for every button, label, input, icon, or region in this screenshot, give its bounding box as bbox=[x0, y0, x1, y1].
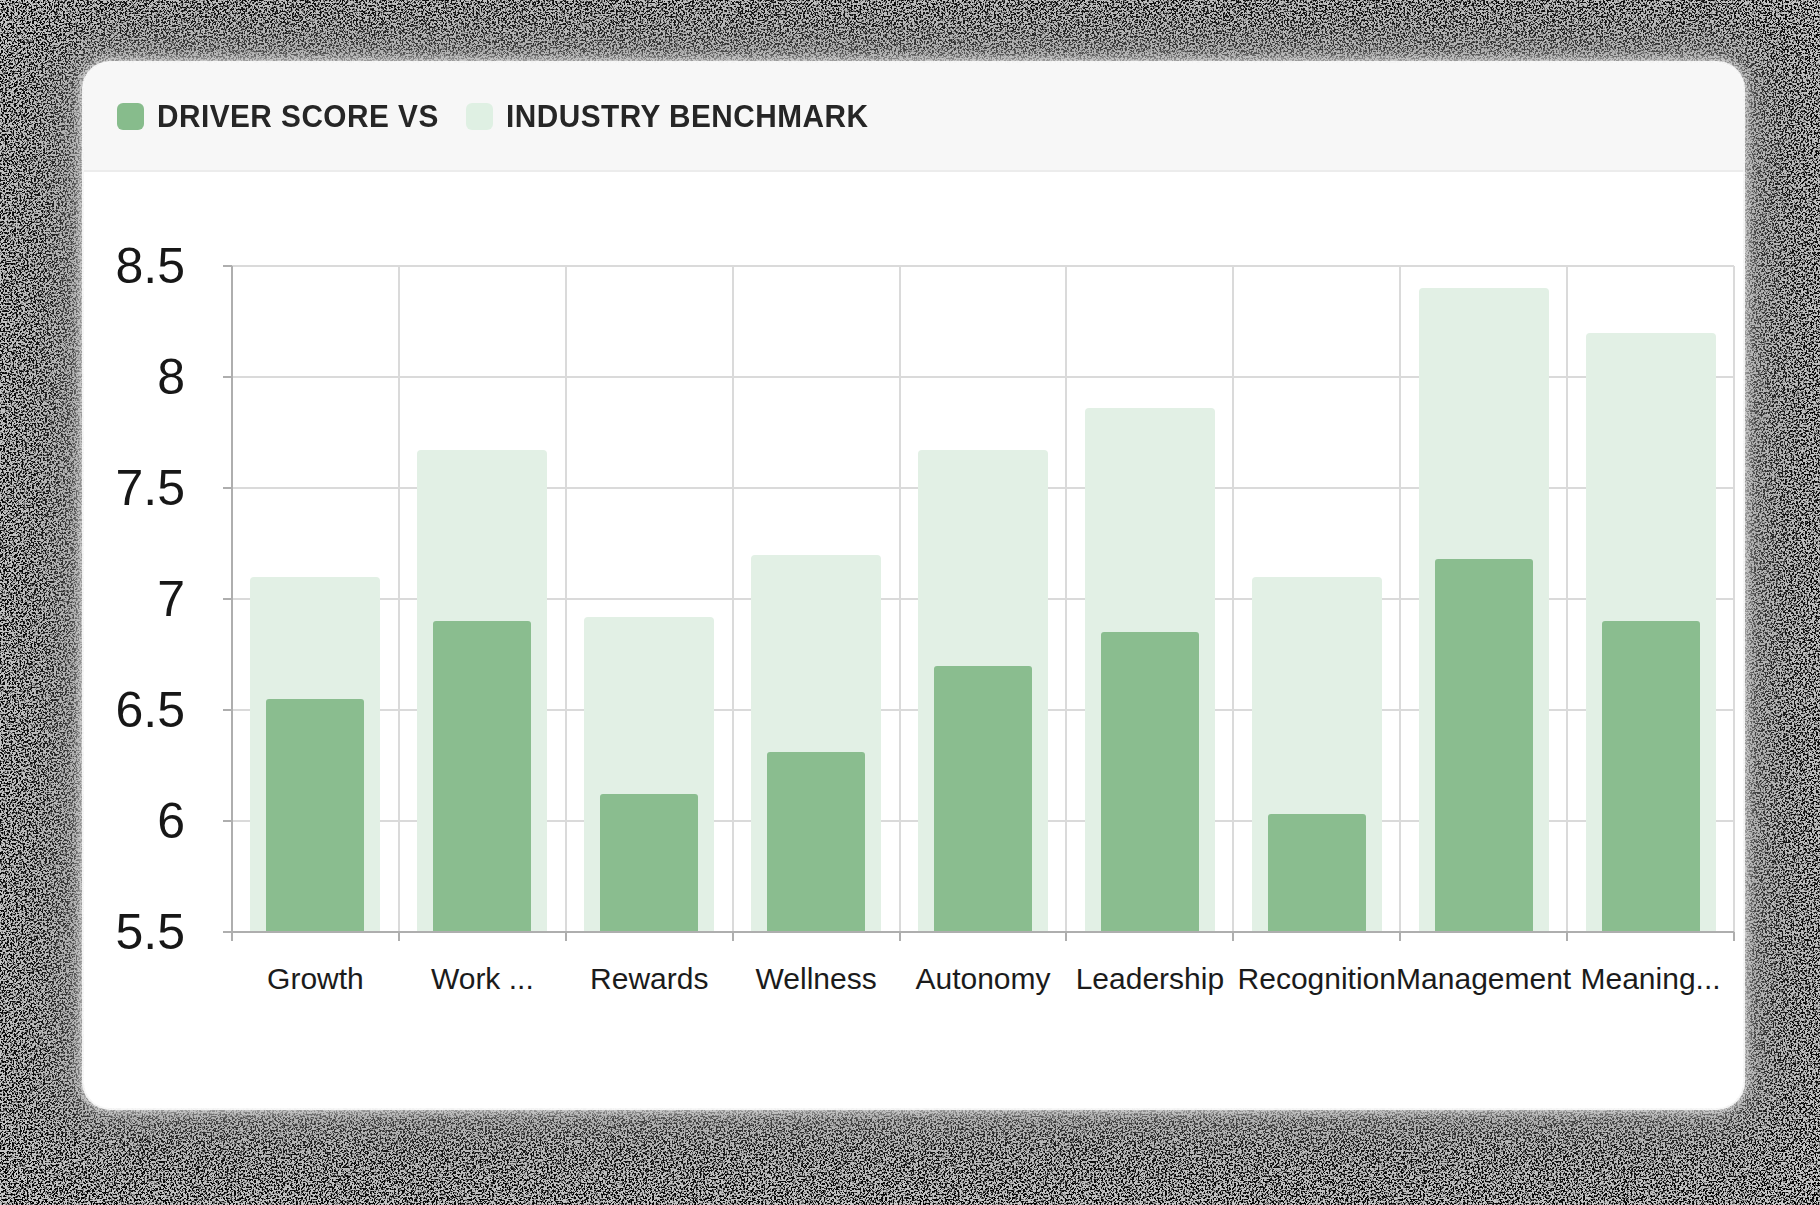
x-axis-tick bbox=[231, 932, 233, 941]
bar-driver-score-management[interactable] bbox=[1435, 559, 1533, 931]
x-axis-tick bbox=[1399, 932, 1401, 941]
x-axis-tick bbox=[565, 932, 567, 941]
bar-driver-score-recognition[interactable] bbox=[1268, 814, 1366, 931]
x-axis-tick bbox=[398, 932, 400, 941]
x-tick-label: Meaning... bbox=[1536, 964, 1743, 994]
bar-driver-score-wellness[interactable] bbox=[767, 752, 865, 931]
gridline-horizontal bbox=[232, 265, 1734, 267]
x-axis-tick bbox=[1065, 932, 1067, 941]
bar-driver-score-rewards[interactable] bbox=[600, 794, 698, 931]
x-axis-line bbox=[232, 931, 1734, 933]
x-axis-tick bbox=[1733, 932, 1735, 941]
gridline-vertical bbox=[899, 266, 901, 932]
bar-driver-score-leadership[interactable] bbox=[1101, 632, 1199, 931]
y-tick-label: 6.5 bbox=[84, 685, 185, 735]
bar-driver-score-work[interactable] bbox=[433, 621, 531, 931]
legend-item-industry-benchmark[interactable]: INDUSTRY BENCHMARK bbox=[466, 99, 884, 135]
legend-item-driver-score[interactable]: DRIVER SCORE VS bbox=[117, 99, 450, 135]
x-axis-tick bbox=[732, 932, 734, 941]
driver-score-swatch-icon bbox=[117, 103, 144, 130]
x-axis-tick bbox=[899, 932, 901, 941]
chart-card: DRIVER SCORE VS INDUSTRY BENCHMARK 8.5 8 7… bbox=[84, 63, 1743, 1108]
y-tick-label: 7 bbox=[84, 574, 185, 624]
gridline-vertical bbox=[1065, 266, 1067, 932]
legend-label-industry-benchmark: INDUSTRY BENCHMARK bbox=[506, 99, 868, 135]
bar-driver-score-meaning[interactable] bbox=[1602, 621, 1700, 931]
y-tick-label: 8.5 bbox=[84, 241, 185, 291]
chart-area: 8.587.576.565.5GrowthWork ...RewardsWell… bbox=[84, 172, 1743, 1108]
y-tick-label: 5.5 bbox=[84, 907, 185, 957]
bar-driver-score-growth[interactable] bbox=[266, 699, 364, 931]
gridline-vertical bbox=[732, 266, 734, 932]
y-tick-label: 7.5 bbox=[84, 463, 185, 513]
x-axis-tick bbox=[1566, 932, 1568, 941]
industry-benchmark-swatch-icon bbox=[466, 103, 493, 130]
legend-label-driver-score: DRIVER SCORE VS bbox=[157, 99, 439, 135]
y-axis-line bbox=[231, 266, 233, 932]
gridline-vertical bbox=[1733, 266, 1735, 932]
y-tick-label: 8 bbox=[84, 352, 185, 402]
gridline-vertical bbox=[1232, 266, 1234, 932]
chart-legend: DRIVER SCORE VS INDUSTRY BENCHMARK bbox=[117, 99, 884, 135]
y-tick-label: 6 bbox=[84, 796, 185, 846]
plot-area: 8.587.576.565.5GrowthWork ...RewardsWell… bbox=[84, 172, 1743, 1108]
gridline-vertical bbox=[1566, 266, 1568, 932]
chart-header: DRIVER SCORE VS INDUSTRY BENCHMARK bbox=[84, 63, 1743, 172]
x-axis-tick bbox=[1232, 932, 1234, 941]
gridline-vertical bbox=[565, 266, 567, 932]
bar-driver-score-autonomy[interactable] bbox=[934, 666, 1032, 931]
gridline-vertical bbox=[1399, 266, 1401, 932]
gridline-vertical bbox=[398, 266, 400, 932]
